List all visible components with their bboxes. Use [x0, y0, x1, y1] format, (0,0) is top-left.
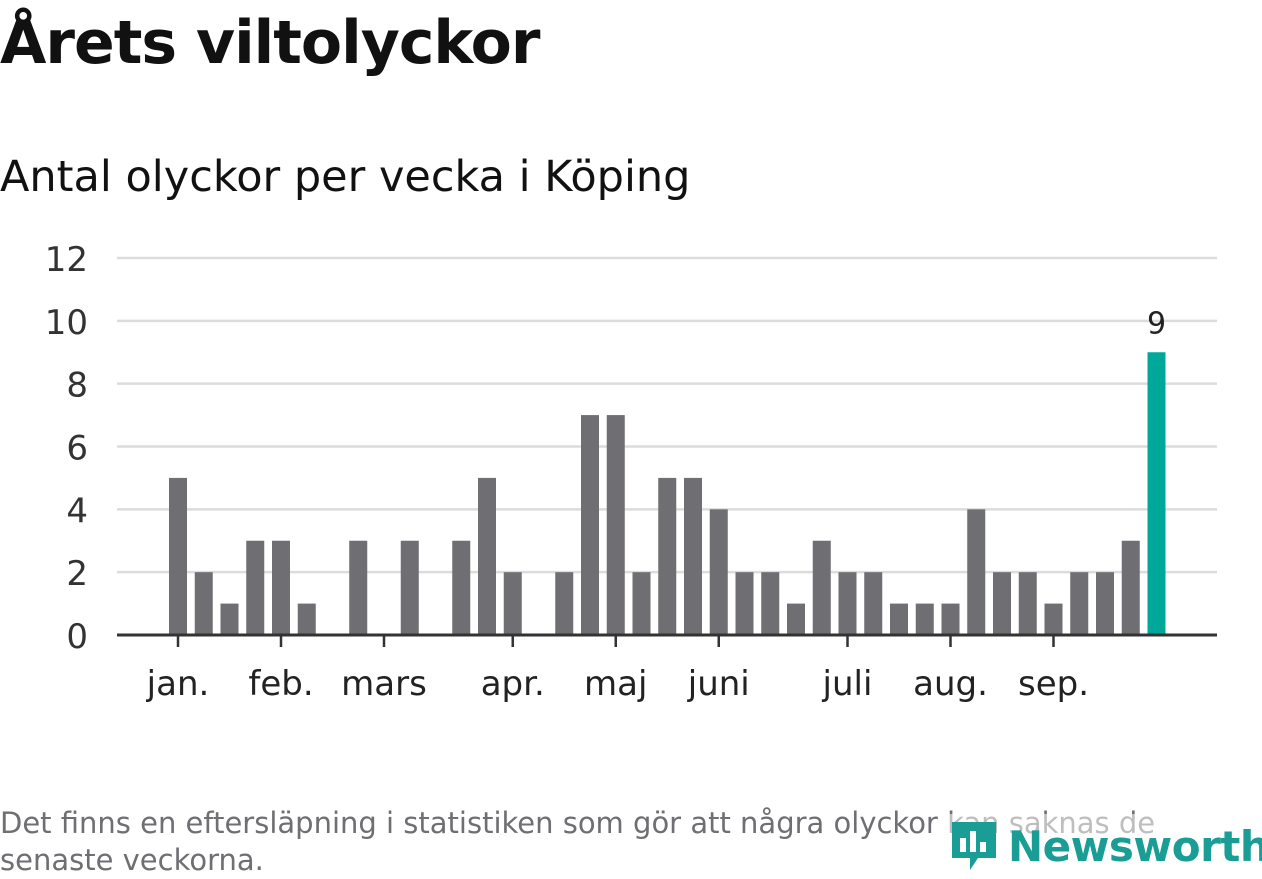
bar [967, 509, 986, 635]
bars [169, 352, 1166, 635]
bar [581, 415, 599, 635]
bar [684, 477, 702, 635]
bar [812, 540, 831, 635]
bar [606, 415, 625, 635]
bar [503, 572, 522, 635]
y-tick-label: 4 [66, 491, 88, 531]
newsworthy-logo: Newsworthy [948, 814, 1262, 878]
bar [1018, 572, 1037, 635]
x-tick-label: feb. [248, 664, 313, 704]
bar [993, 572, 1011, 635]
y-tick-label: 12 [45, 240, 88, 280]
y-axis-ticks: 0 2 4 6 8 10 12 [45, 240, 88, 657]
bar-chart: 0 2 4 6 8 10 12 jan. feb. mars apr. maj juni juli aug… [45, 240, 1217, 704]
chart-subtitle: Antal olyckor per vecka i Köping [0, 152, 691, 202]
x-tick-label: mars [341, 664, 427, 704]
bar [1121, 540, 1140, 635]
bar [915, 603, 934, 635]
bar [452, 540, 471, 635]
bar [1070, 572, 1089, 635]
bar [1044, 603, 1063, 635]
bar [709, 509, 728, 635]
bar [194, 572, 213, 635]
y-tick-label: 8 [66, 366, 88, 406]
bar [735, 572, 754, 635]
bar [169, 477, 187, 635]
x-tick-label: sep. [1018, 664, 1089, 704]
newsworthy-logo-icon [952, 822, 996, 870]
newsworthy-logo-text: Newsworthy [1008, 821, 1262, 871]
bar-highlight [1147, 352, 1166, 635]
x-tick-label: juni [687, 664, 750, 704]
y-tick-label: 2 [66, 554, 88, 594]
bar [787, 603, 805, 635]
bar [297, 603, 316, 635]
bar [220, 603, 239, 635]
x-tick-label: apr. [481, 664, 545, 704]
y-tick-label: 0 [66, 617, 88, 657]
bar [890, 603, 908, 635]
chart-title: Årets viltolyckor [0, 8, 540, 78]
bar [632, 572, 651, 635]
bar [272, 540, 290, 635]
data-label: 9 [1147, 306, 1166, 341]
bar [400, 540, 419, 635]
data-labels: 9 [1147, 306, 1166, 341]
bar [864, 572, 883, 635]
y-tick-label: 6 [66, 429, 88, 469]
bar [838, 572, 857, 635]
x-axis-ticks: jan. feb. mars apr. maj juni juli aug. sep. [146, 635, 1089, 704]
bar [349, 540, 368, 635]
x-tick-label: jan. [146, 664, 210, 704]
bar [246, 540, 265, 635]
bar [1096, 572, 1114, 635]
bar [555, 572, 574, 635]
x-tick-label: juli [822, 664, 873, 704]
bar [941, 603, 960, 635]
bar [658, 477, 677, 635]
y-tick-label: 10 [45, 303, 88, 343]
x-tick-label: aug. [913, 664, 988, 704]
x-tick-label: maj [584, 664, 647, 704]
bar [478, 477, 496, 635]
bar [761, 572, 780, 635]
